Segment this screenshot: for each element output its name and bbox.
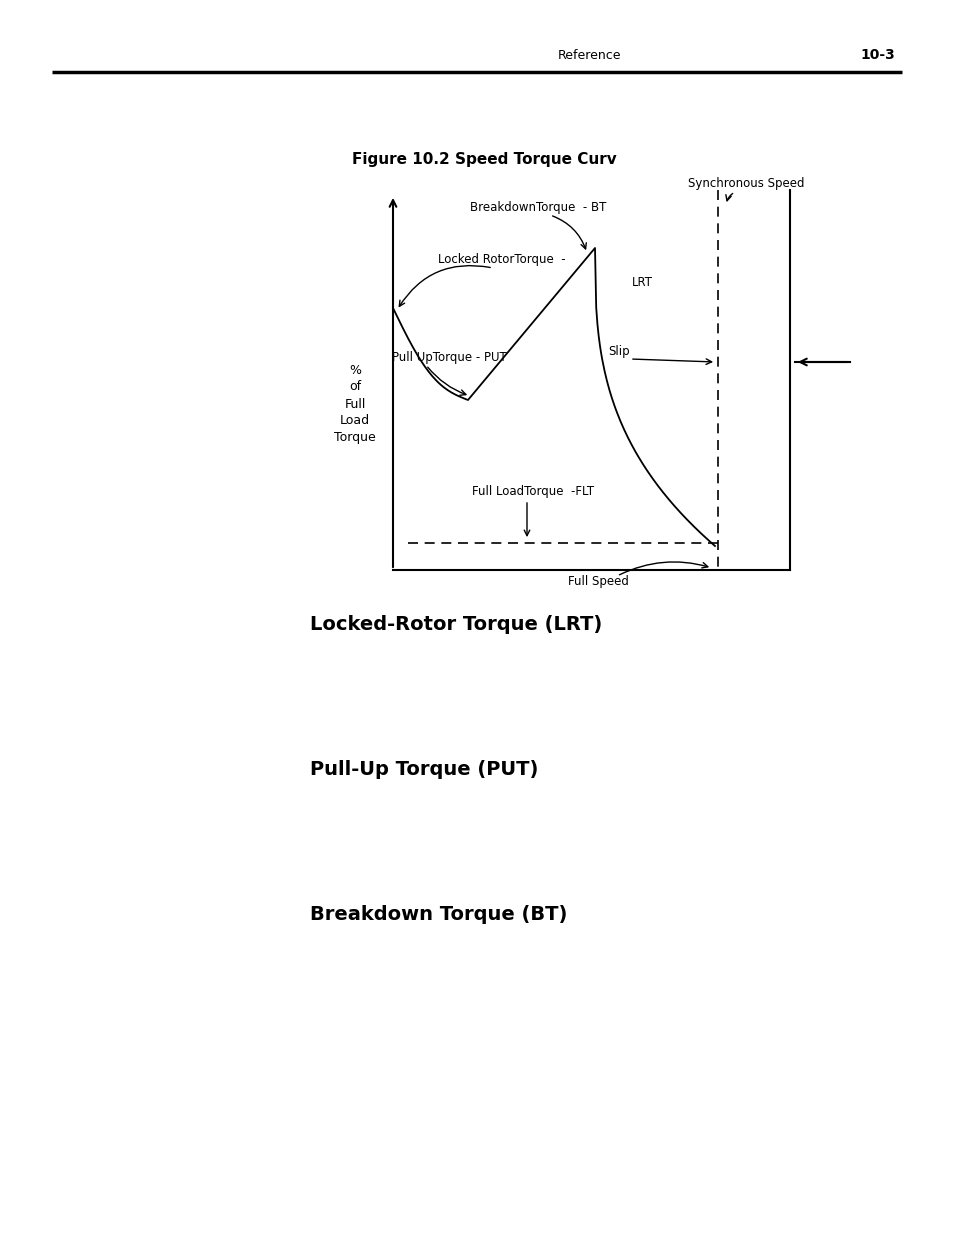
Text: Pull UpTorque - PUT: Pull UpTorque - PUT — [392, 352, 506, 364]
Text: Figure 10.2 Speed Torque Curv: Figure 10.2 Speed Torque Curv — [352, 152, 616, 167]
Text: Full Speed: Full Speed — [567, 576, 628, 589]
Text: Breakdown Torque (BT): Breakdown Torque (BT) — [310, 905, 567, 924]
Text: Locked RotorTorque  -: Locked RotorTorque - — [437, 253, 565, 267]
Text: Full: Full — [344, 398, 365, 410]
Text: 10-3: 10-3 — [860, 48, 894, 62]
Text: Synchronous Speed: Synchronous Speed — [687, 177, 803, 189]
Text: %: % — [349, 363, 360, 377]
Text: Load: Load — [339, 415, 370, 427]
Text: Full LoadTorque  -FLT: Full LoadTorque -FLT — [472, 485, 594, 499]
Text: Reference: Reference — [558, 49, 621, 62]
Text: Pull-Up Torque (PUT): Pull-Up Torque (PUT) — [310, 760, 537, 779]
Text: Torque: Torque — [334, 431, 375, 445]
Text: LRT: LRT — [631, 277, 652, 289]
Text: of: of — [349, 380, 360, 394]
Text: Locked-Rotor Torque (LRT): Locked-Rotor Torque (LRT) — [310, 615, 601, 634]
Text: BreakdownTorque  - BT: BreakdownTorque - BT — [470, 201, 606, 215]
Text: Slip: Slip — [607, 345, 629, 357]
